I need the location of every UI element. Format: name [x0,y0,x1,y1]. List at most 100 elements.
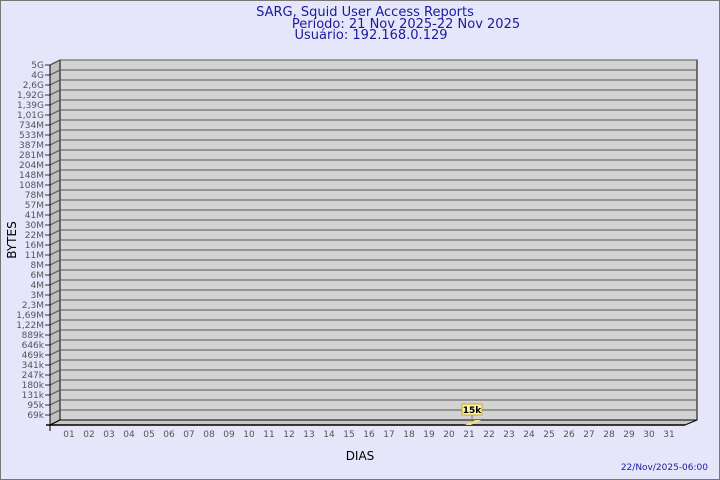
chart-subtitle-period: Período: 21 Nov 2025-22 Nov 2025 [292,17,520,32]
y-grid-diagonal [49,149,61,156]
y-grid-diagonal [49,309,61,316]
y-grid-diagonal [49,399,61,406]
x-tick-label: 21 [463,430,474,440]
y-tick-label: 533M [19,131,44,141]
x-tick-label: 05 [143,430,154,440]
y-tick-label: 3M [31,291,45,301]
y-tick-label: 108M [19,181,44,191]
bar-value-label: 15k [463,406,483,416]
x-tick-label: 26 [563,430,575,440]
x-tick-label: 17 [383,430,394,440]
y-grid-diagonal [49,99,61,106]
bar-day-21 [465,420,481,425]
y-tick-label: 41M [25,211,44,221]
y-tick-label: 1,92G [17,91,44,101]
x-tick-label: 12 [283,430,294,440]
x-tick-label: 06 [163,430,175,440]
x-tick-label: 07 [183,430,194,440]
y-tick-label: 469k [22,351,45,361]
y-grid-diagonal [49,159,61,166]
y-tick-label: 1,39G [17,101,44,111]
y-grid-diagonal [49,189,61,196]
y-grid-diagonal [49,359,61,366]
y-grid-diagonal [49,289,61,296]
y-tick-label: 8M [31,261,45,271]
y-tick-label: 131k [22,391,45,401]
y-grid-diagonal [49,409,61,416]
y-tick-label: 180k [22,381,45,391]
y-tick-label: 281M [19,151,44,161]
x-tick-label: 15 [343,430,354,440]
y-grid-diagonal [49,339,61,346]
y-grid-diagonal [49,69,61,76]
y-tick-label: 1,69M [16,311,44,321]
y-tick-label: 4M [31,281,45,291]
x-tick-label: 18 [403,430,415,440]
y-grid-diagonal [49,179,61,186]
y-grid-diagonal [49,319,61,326]
x-tick-label: 11 [263,430,274,440]
y-tick-label: 1,22M [16,321,44,331]
x-tick-label: 30 [643,430,655,440]
y-tick-label: 57M [25,201,44,211]
y-tick-label: 78M [25,191,44,201]
x-axis-label: DIAS [346,449,375,463]
x-tick-label: 28 [603,430,615,440]
x-tick-label: 19 [423,430,435,440]
y-tick-label: 6M [31,271,45,281]
x-tick-label: 13 [303,430,314,440]
y-tick-label: 30M [25,221,44,231]
y-grid-diagonal [49,169,61,176]
y-tick-label: 889k [22,331,45,341]
x-tick-label: 02 [83,430,94,440]
x-tick-label: 23 [503,430,514,440]
y-tick-label: 387M [19,141,44,151]
x-tick-label: 01 [63,430,74,440]
y-grid-diagonal [49,59,61,66]
y-tick-label: 69k [27,411,44,421]
x-tick-label: 04 [123,430,135,440]
x-tick-label: 14 [323,430,335,440]
x-tick-label: 25 [543,430,554,440]
y-grid-diagonal [49,269,61,276]
y-tick-label: 2,3M [22,301,44,311]
x-tick-label: 27 [583,430,594,440]
y-grid-diagonal [49,79,61,86]
x-tick-label: 10 [243,430,255,440]
x-tick-label: 08 [203,430,215,440]
footer-timestamp: 22/Nov/2025-06:00 [621,463,708,473]
y-grid-diagonal [49,199,61,206]
y-tick-label: 16M [25,241,44,251]
chart-subtitle-user: Usuário: 192.168.0.129 [294,28,447,43]
y-grid-diagonal [49,329,61,336]
bar-label-box [461,403,483,416]
y-grid-diagonal [49,129,61,136]
y-grid-diagonal [49,109,61,116]
y-grid-diagonal [49,259,61,266]
y-grid-diagonal [49,369,61,376]
y-tick-label: 734M [19,121,44,131]
y-tick-label: 1,01G [17,111,44,121]
y-grid-diagonal [49,229,61,236]
y-tick-label: 11M [25,251,44,261]
y-tick-label: 4G [31,71,44,81]
y-grid-diagonal [49,299,61,306]
y-grid-diagonal [49,219,61,226]
x-tick-label: 22 [483,430,494,440]
x-tick-label: 24 [523,430,535,440]
y-grid-diagonal [49,279,61,286]
y-grid-diagonal [49,209,61,216]
x-tick-label: 29 [623,430,635,440]
y-tick-label: 22M [25,231,44,241]
y-tick-label: 148M [19,171,44,181]
x-tick-label: 31 [663,430,674,440]
y-grid-diagonal [49,119,61,126]
y-grid-diagonal [49,239,61,246]
y-tick-label: 341k [22,361,45,371]
x-tick-label: 16 [363,430,375,440]
y-axis-label: BYTES [5,221,19,258]
y-grid-diagonal [49,249,61,256]
chart-title: SARG, Squid User Access Reports [256,5,474,20]
y-grid-diagonal [49,389,61,396]
